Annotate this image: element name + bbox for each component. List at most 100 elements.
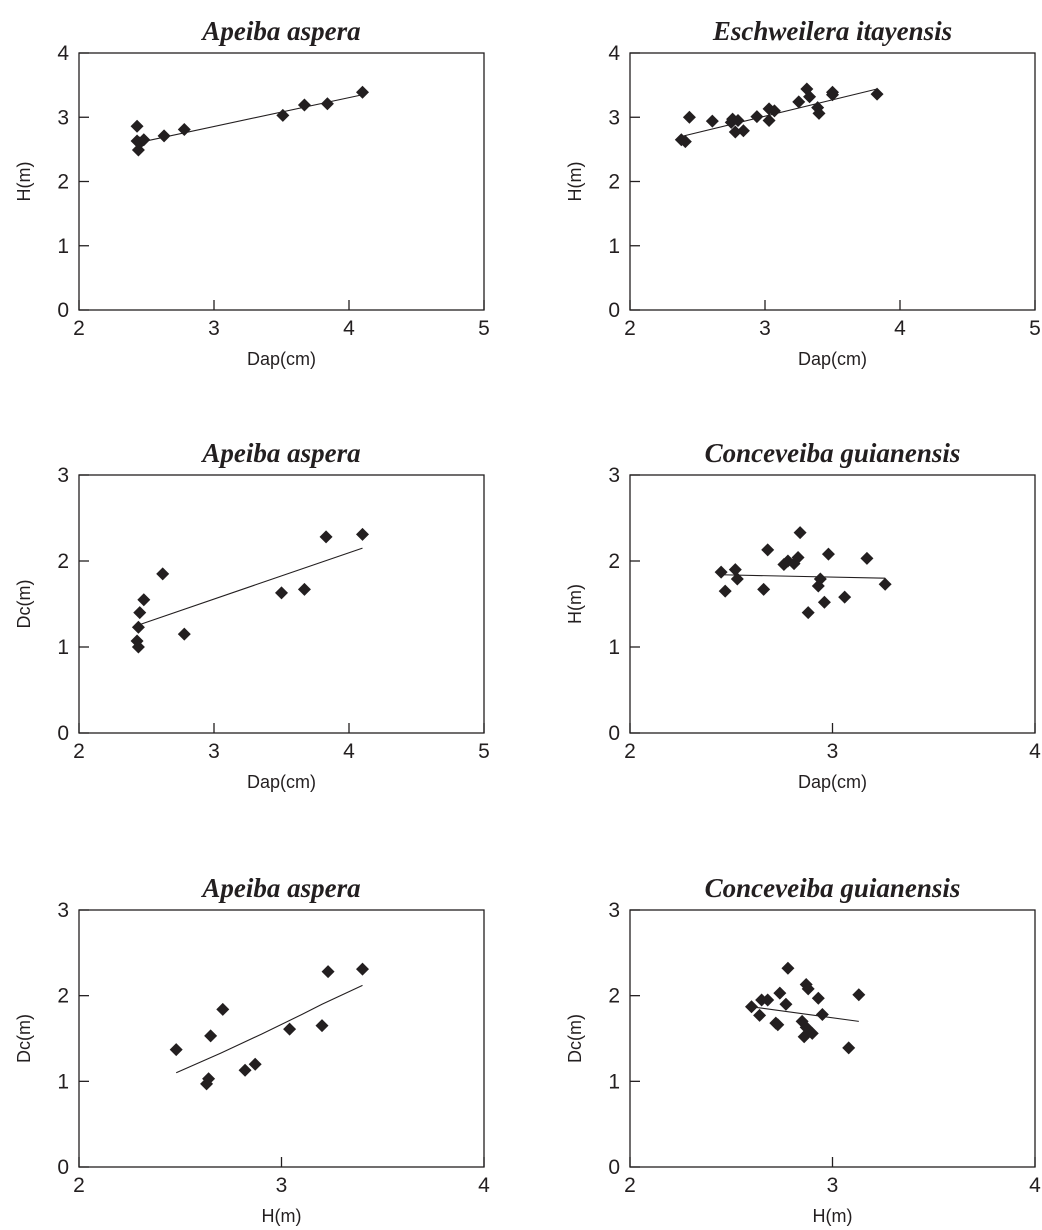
data-point [137, 133, 151, 147]
data-point [762, 113, 776, 127]
x-tick-label: 2 [73, 317, 85, 340]
y-tick-label: 1 [608, 1070, 620, 1093]
x-axis-label: Dap(cm) [247, 349, 316, 369]
y-axis-label: H(m) [565, 584, 585, 624]
x-tick-label: 4 [1029, 1174, 1041, 1197]
y-axis-label: H(m) [14, 162, 34, 202]
x-tick-label: 3 [827, 740, 839, 763]
x-tick-label: 4 [894, 317, 906, 340]
y-tick-label: 2 [608, 550, 620, 573]
y-tick-label: 3 [57, 106, 69, 129]
data-point [803, 90, 817, 104]
data-point [131, 640, 145, 654]
data-point [731, 113, 745, 127]
x-tick-label: 5 [478, 740, 490, 763]
y-tick-label: 4 [608, 42, 620, 65]
y-tick-label: 1 [57, 636, 69, 659]
chart-panel-1: Apeiba aspera 2 3 4 5 0 1 2 3 4 Dap(cm) H(m) [14, 16, 490, 369]
x-axis-label: H(m) [813, 1206, 853, 1226]
data-point [202, 1072, 216, 1086]
y-tick-label: 2 [57, 985, 69, 1008]
data-point [791, 551, 805, 565]
x-tick-label: 4 [1029, 740, 1041, 763]
data-point [779, 997, 793, 1011]
y-tick-label: 1 [57, 1070, 69, 1093]
plot-frame [78, 52, 485, 311]
data-point [714, 565, 728, 579]
y-tick-label: 3 [57, 899, 69, 922]
x-tick-label: 3 [208, 317, 220, 340]
plot-frame [629, 909, 1036, 1168]
data-point [718, 584, 732, 598]
data-point [315, 1019, 329, 1033]
x-tick-label: 2 [624, 317, 636, 340]
data-point [805, 1026, 819, 1040]
y-tick-label: 2 [57, 550, 69, 573]
plot-frame [629, 474, 1036, 734]
trend-line [136, 547, 363, 627]
chart-panel-2: Eschweilera itayensis 2 3 4 5 0 1 2 3 4 Dap(cm) H(m… [565, 16, 1041, 369]
y-tick-label: 0 [608, 299, 620, 322]
data-point [817, 595, 831, 609]
data-point [133, 606, 147, 620]
data-point [793, 526, 807, 540]
chart-panel-6: Conceveiba guianensis 2 3 4 0 1 2 3 H(m) Dc(m) [565, 873, 1041, 1226]
data-point [177, 627, 191, 641]
x-axis-label: Dap(cm) [798, 772, 867, 792]
data-point [771, 1018, 785, 1032]
data-point [811, 991, 825, 1005]
plot-frame [78, 909, 485, 1168]
data-point [761, 993, 775, 1007]
y-axis-label: H(m) [565, 162, 585, 202]
x-tick-label: 2 [73, 1174, 85, 1197]
data-point [815, 1008, 829, 1022]
x-tick-label: 3 [276, 1174, 288, 1197]
chart-title: Conceveiba guianensis [705, 438, 961, 468]
chart-panel-3: Apeiba aspera 2 3 4 5 0 1 2 3 Dap(cm) Dc(m) [14, 438, 490, 792]
x-tick-label: 5 [478, 317, 490, 340]
chart-title: Conceveiba guianensis [705, 873, 961, 903]
y-tick-label: 1 [57, 235, 69, 258]
chart-title: Eschweilera itayensis [712, 16, 952, 46]
x-axis-label: Dap(cm) [798, 349, 867, 369]
y-tick-label: 0 [608, 722, 620, 745]
y-tick-label: 2 [608, 985, 620, 1008]
data-point [157, 129, 171, 143]
data-point [795, 1014, 809, 1028]
x-tick-label: 3 [759, 317, 771, 340]
y-tick-label: 2 [608, 171, 620, 194]
chart-title: Apeiba aspera [200, 873, 360, 903]
y-tick-label: 0 [57, 299, 69, 322]
x-tick-label: 4 [478, 1174, 490, 1197]
data-point [130, 119, 144, 133]
y-tick-label: 2 [57, 171, 69, 194]
data-point [248, 1057, 262, 1071]
data-point [678, 135, 692, 149]
chart-title: Apeiba aspera [200, 438, 360, 468]
data-point [781, 961, 795, 975]
x-tick-label: 2 [73, 740, 85, 763]
x-tick-label: 3 [208, 740, 220, 763]
data-point [356, 85, 369, 99]
data-point [319, 530, 333, 544]
data-point [321, 965, 335, 979]
data-point [813, 572, 827, 586]
y-tick-label: 0 [57, 1156, 69, 1179]
data-point [870, 87, 884, 101]
x-tick-label: 2 [624, 1174, 636, 1197]
y-tick-label: 0 [608, 1156, 620, 1179]
y-tick-label: 1 [608, 636, 620, 659]
data-point [728, 563, 742, 577]
trend-line [751, 1006, 859, 1022]
trend-line [681, 88, 878, 138]
y-tick-label: 0 [57, 722, 69, 745]
data-point [826, 85, 839, 99]
data-point [705, 114, 719, 128]
data-point [283, 1022, 297, 1036]
data-point [682, 110, 696, 124]
data-point [801, 606, 815, 620]
data-point [750, 110, 764, 124]
chart-panel-5: Apeiba aspera 2 3 4 0 1 2 3 H(m) Dc(m) [14, 873, 490, 1226]
data-point [297, 582, 311, 596]
plot-frame [78, 474, 485, 734]
